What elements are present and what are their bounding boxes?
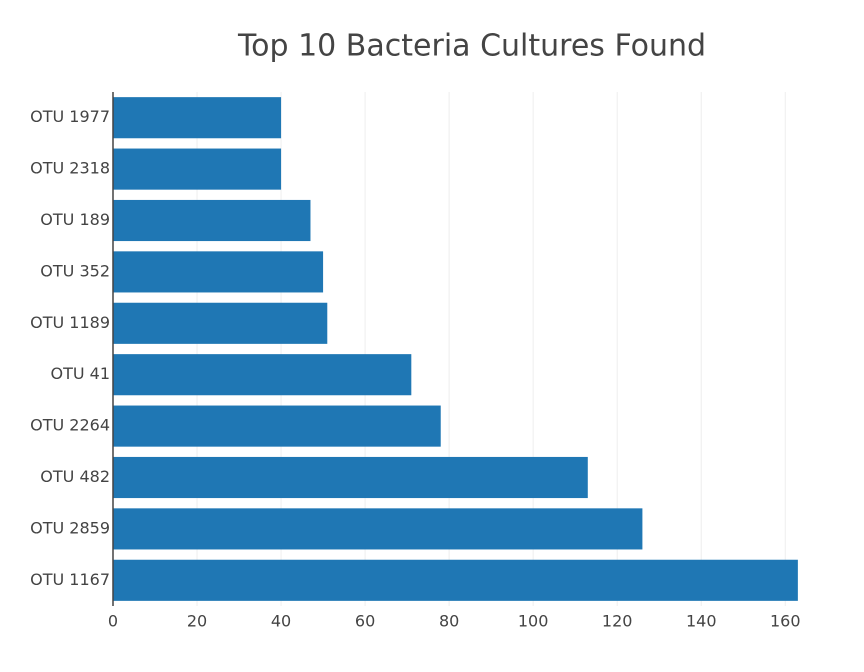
bar <box>113 251 324 293</box>
y-tick-label: OTU 1167 <box>30 570 110 589</box>
x-tick-label: 60 <box>355 612 375 631</box>
x-tick-label: 40 <box>271 612 291 631</box>
x-tick-label: 100 <box>518 612 549 631</box>
bar <box>113 302 328 344</box>
y-tick-label: OTU 352 <box>40 261 110 280</box>
bar <box>113 508 643 550</box>
bar <box>113 405 441 447</box>
y-tick-label: OTU 2264 <box>30 416 110 435</box>
y-tick-label: OTU 1189 <box>30 313 110 332</box>
x-tick-label: 160 <box>770 612 801 631</box>
chart-title: Top 10 Bacteria Cultures Found <box>237 29 706 64</box>
y-tick-label: OTU 2859 <box>30 518 110 537</box>
x-tick-label: 140 <box>686 612 717 631</box>
bar <box>113 148 282 190</box>
x-tick-label: 120 <box>602 612 633 631</box>
x-tick-label: 0 <box>108 612 118 631</box>
x-tick-label: 80 <box>439 612 459 631</box>
x-tick-label: 20 <box>187 612 207 631</box>
bar <box>113 456 588 499</box>
bar <box>113 97 282 139</box>
bar <box>113 199 311 242</box>
y-tick-label: OTU 189 <box>40 210 110 229</box>
y-tick-label: OTU 41 <box>50 364 110 383</box>
y-tick-label: OTU 2318 <box>30 159 110 178</box>
y-tick-label: OTU 1977 <box>30 107 110 126</box>
bar <box>113 354 412 396</box>
y-tick-label: OTU 482 <box>40 467 110 486</box>
bar <box>113 559 798 601</box>
